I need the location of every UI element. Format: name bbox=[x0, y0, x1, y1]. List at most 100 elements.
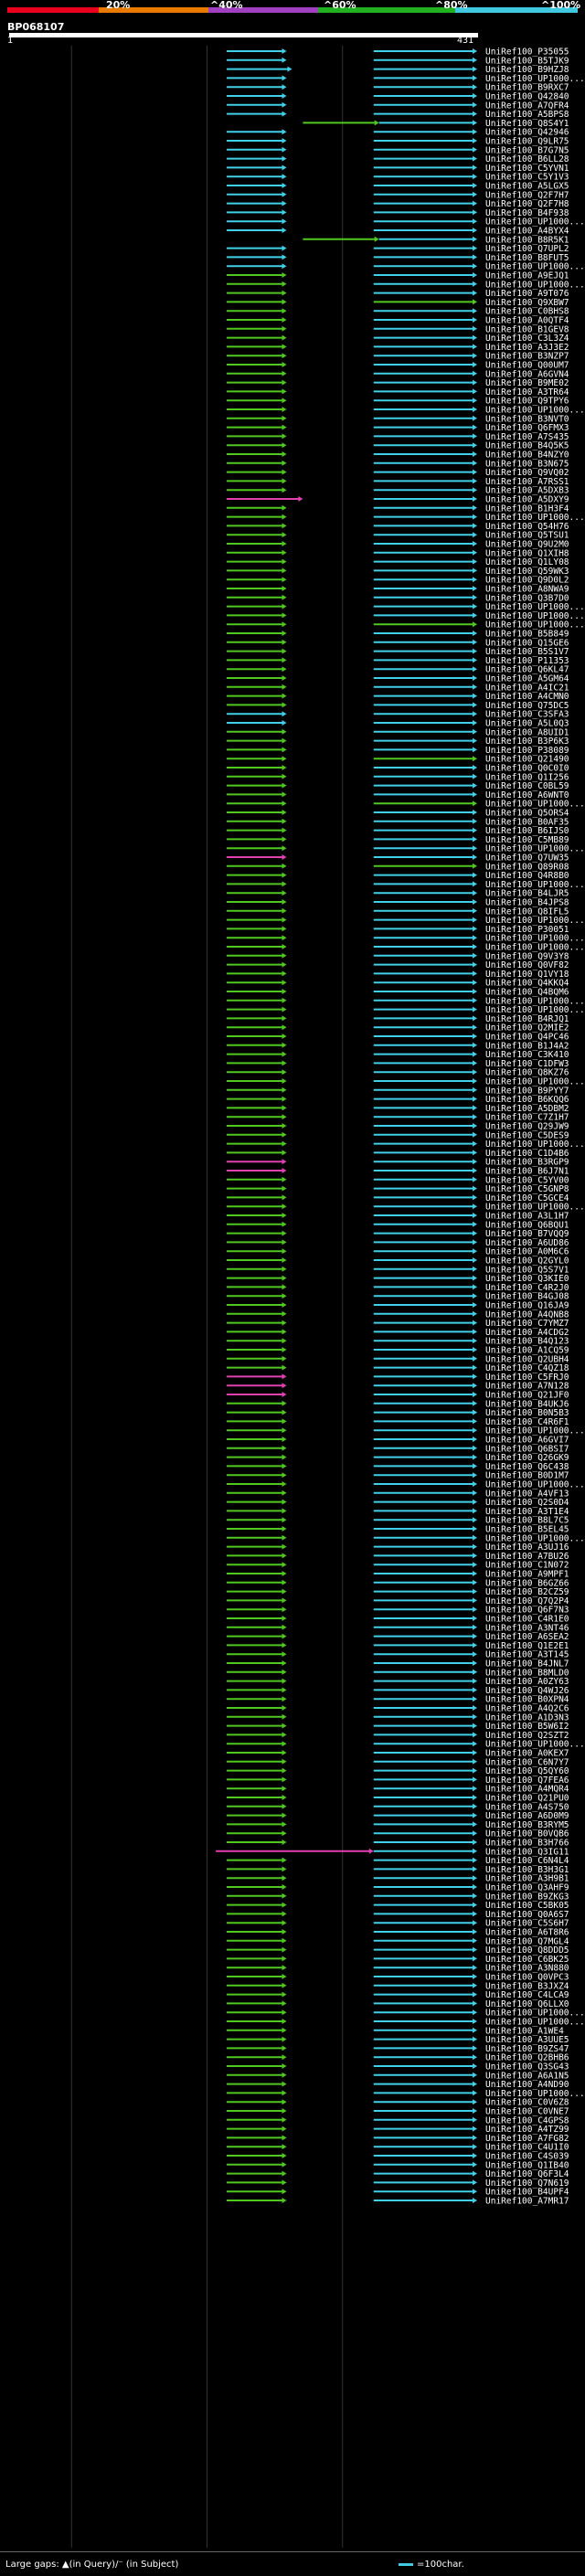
hit-label[interactable]: UniRef100_A6D0M9 bbox=[485, 1811, 569, 1821]
hit-label[interactable]: UniRef100_A8UID1 bbox=[485, 727, 569, 737]
hit-label[interactable]: UniRef100_A9MPF1 bbox=[485, 1570, 569, 1580]
hit-label[interactable]: UniRef100_Q1VY18 bbox=[485, 970, 569, 980]
hit-label[interactable]: UniRef100_B5S1V7 bbox=[485, 647, 569, 657]
hit-label[interactable]: UniRef100_C5S6H7 bbox=[485, 1919, 569, 1929]
hit-label[interactable]: UniRef100_A4CMN0 bbox=[485, 692, 569, 702]
hit-label[interactable]: UniRef100_A3J3E2 bbox=[485, 343, 569, 353]
hit-label[interactable]: UniRef100_Q5ORS4 bbox=[485, 809, 569, 819]
hit-label[interactable]: UniRef100_A4TZ99 bbox=[485, 2125, 569, 2135]
hit-label[interactable]: UniRef100_C6BK25 bbox=[485, 1955, 569, 1965]
hit-label[interactable]: UniRef100_Q6BSI7 bbox=[485, 1444, 569, 1454]
hit-label[interactable]: UniRef100_B5W6I2 bbox=[485, 1722, 569, 1732]
hit-label[interactable]: UniRef100_B3P6K3 bbox=[485, 737, 569, 747]
hit-label[interactable]: UniRef100_Q4PC46 bbox=[485, 1033, 569, 1043]
hit-label[interactable]: UniRef100_Q42946 bbox=[485, 128, 569, 138]
hit-label[interactable]: UniRef100_Q2F7H7 bbox=[485, 190, 569, 200]
hit-label[interactable]: UniRef100_A5LGX5 bbox=[485, 182, 569, 192]
hit-label[interactable]: UniRef100_A4IC21 bbox=[485, 683, 569, 693]
hit-label[interactable]: UniRef100_Q2BHB6 bbox=[485, 2053, 569, 2063]
hit-label[interactable]: UniRef100_UP1000... bbox=[485, 916, 585, 926]
hit-label[interactable]: UniRef100_B0VQB6 bbox=[485, 1829, 569, 1839]
hit-label[interactable]: UniRef100_A5DXY9 bbox=[485, 495, 569, 505]
hit-label[interactable]: UniRef100_C5Y1V3 bbox=[485, 173, 569, 183]
hit-label[interactable]: UniRef100_A4QNB8 bbox=[485, 1309, 569, 1320]
hit-label[interactable]: UniRef100_A7MR17 bbox=[485, 2197, 569, 2207]
hit-label[interactable]: UniRef100_Q6KL47 bbox=[485, 665, 569, 675]
hit-label[interactable]: UniRef100_Q1XIH8 bbox=[485, 548, 569, 558]
hit-label[interactable]: UniRef100_B6LL28 bbox=[485, 154, 569, 164]
hit-label[interactable]: UniRef100_A7S435 bbox=[485, 432, 569, 442]
hit-label[interactable]: UniRef100_Q1I256 bbox=[485, 772, 569, 782]
hit-label[interactable]: UniRef100_Q9XBW7 bbox=[485, 298, 569, 308]
hit-label[interactable]: UniRef100_Q00UM7 bbox=[485, 361, 569, 371]
hit-label[interactable]: UniRef100_Q4WJ26 bbox=[485, 1686, 569, 1696]
hit-label[interactable]: UniRef100_C5DES9 bbox=[485, 1130, 569, 1140]
hit-label[interactable]: UniRef100_C0BL59 bbox=[485, 781, 569, 791]
hit-label[interactable]: UniRef100_B5B849 bbox=[485, 630, 569, 640]
hit-label[interactable]: UniRef100_P35055 bbox=[485, 48, 569, 58]
hit-label[interactable]: UniRef100_Q6FMX3 bbox=[485, 423, 569, 433]
hit-label[interactable]: UniRef100_Q7FEA6 bbox=[485, 1776, 569, 1786]
hit-label[interactable]: UniRef100_A4BYX4 bbox=[485, 227, 569, 237]
hit-label[interactable]: UniRef100_B4LJR5 bbox=[485, 889, 569, 899]
hit-label[interactable]: UniRef100_B5EL45 bbox=[485, 1525, 569, 1535]
hit-label[interactable]: UniRef100_UP1000... bbox=[485, 1480, 585, 1490]
hit-label[interactable]: UniRef100_B9ME02 bbox=[485, 378, 569, 388]
hit-label[interactable]: UniRef100_A1D3N3 bbox=[485, 1712, 569, 1723]
hit-label[interactable]: UniRef100_C5GNP8 bbox=[485, 1184, 569, 1194]
hit-label[interactable]: UniRef100_B6J7N1 bbox=[485, 1167, 569, 1177]
hit-label[interactable]: UniRef100_C4U1I0 bbox=[485, 2143, 569, 2153]
hit-label[interactable]: UniRef100_C3L3Z4 bbox=[485, 334, 569, 344]
hit-label[interactable]: UniRef100_A3N880 bbox=[485, 1964, 569, 1974]
hit-label[interactable]: UniRef100_C0V6Z8 bbox=[485, 2098, 569, 2108]
hit-label[interactable]: UniRef100_C6N4L4 bbox=[485, 1856, 569, 1866]
hit-label[interactable]: UniRef100_B0N5B3 bbox=[485, 1408, 569, 1418]
hit-label[interactable]: UniRef100_Q21PU0 bbox=[485, 1794, 569, 1804]
hit-label[interactable]: UniRef100_C5YVN1 bbox=[485, 164, 569, 174]
hit-label[interactable]: UniRef100_Q7Q2P4 bbox=[485, 1596, 569, 1606]
hit-label[interactable]: UniRef100_A1WE4 bbox=[485, 2026, 564, 2036]
hit-label[interactable]: UniRef100_Q9LR75 bbox=[485, 137, 569, 147]
hit-label[interactable]: UniRef100_C5BK05 bbox=[485, 1901, 569, 1911]
hit-label[interactable]: UniRef100_A0ZY63 bbox=[485, 1677, 569, 1687]
hit-label[interactable]: UniRef100_C1DFW3 bbox=[485, 1059, 569, 1069]
hit-label[interactable]: UniRef100_Q9V3Y8 bbox=[485, 951, 569, 961]
hit-label[interactable]: UniRef100_A0M6C6 bbox=[485, 1247, 569, 1257]
hit-label[interactable]: UniRef100_Q59WK3 bbox=[485, 567, 569, 577]
hit-label[interactable]: UniRef100_C3SFA3 bbox=[485, 710, 569, 720]
hit-label[interactable]: UniRef100_A4ND90 bbox=[485, 2080, 569, 2090]
hit-label[interactable]: UniRef100_A5GM64 bbox=[485, 674, 569, 684]
hit-label[interactable]: UniRef100_UP1000... bbox=[485, 1077, 585, 1087]
hit-label[interactable]: UniRef100_A6T8R6 bbox=[485, 1928, 569, 1938]
hit-label[interactable]: UniRef100_A7RSS1 bbox=[485, 477, 569, 487]
hit-label[interactable]: UniRef100_UP1000... bbox=[485, 406, 585, 416]
hit-label[interactable]: UniRef100_B3N675 bbox=[485, 459, 569, 469]
hit-label[interactable]: UniRef100_B3JXZ4 bbox=[485, 1981, 569, 1991]
hit-label[interactable]: UniRef100_B9ZS47 bbox=[485, 2044, 569, 2054]
hit-label[interactable]: UniRef100_A8NWA9 bbox=[485, 585, 569, 595]
hit-label[interactable]: UniRef100_A3NT46 bbox=[485, 1623, 569, 1633]
hit-label[interactable]: UniRef100_C4QZ18 bbox=[485, 1363, 569, 1373]
hit-label[interactable]: UniRef100_A6A1N5 bbox=[485, 2071, 569, 2081]
hit-label[interactable]: UniRef100_Q3IG11 bbox=[485, 1847, 569, 1857]
hit-label[interactable]: UniRef100_B4F938 bbox=[485, 208, 569, 218]
hit-label[interactable]: UniRef100_B8MLD0 bbox=[485, 1668, 569, 1678]
hit-label[interactable]: UniRef100_Q2S0D4 bbox=[485, 1498, 569, 1508]
hit-label[interactable]: UniRef100_UP1000... bbox=[485, 800, 585, 810]
hit-label[interactable]: UniRef100_P30051 bbox=[485, 925, 569, 935]
hit-label[interactable]: UniRef100_UP1000... bbox=[485, 513, 585, 523]
hit-label[interactable]: UniRef100_Q26GK9 bbox=[485, 1453, 569, 1463]
hit-label[interactable]: UniRef100_C0BHS8 bbox=[485, 307, 569, 317]
hit-label[interactable]: UniRef100_UP1000... bbox=[485, 1005, 585, 1015]
hit-label[interactable]: UniRef100_A7BU26 bbox=[485, 1552, 569, 1562]
hit-label[interactable]: UniRef100_Q2SZT2 bbox=[485, 1731, 569, 1741]
hit-label[interactable]: UniRef100_A5L0Q3 bbox=[485, 719, 569, 729]
hit-label[interactable]: UniRef100_Q9VQ02 bbox=[485, 468, 569, 478]
hit-label[interactable]: UniRef100_C5FRJ0 bbox=[485, 1373, 569, 1383]
hit-label[interactable]: UniRef100_UP1000... bbox=[485, 943, 585, 953]
hit-label[interactable]: UniRef100_B4JNL7 bbox=[485, 1659, 569, 1670]
hit-label[interactable]: UniRef100_Q2MIE2 bbox=[485, 1023, 569, 1034]
hit-label[interactable]: UniRef100_UP1000... bbox=[485, 880, 585, 890]
hit-label[interactable]: UniRef100_A7N128 bbox=[485, 1382, 569, 1392]
hit-label[interactable]: UniRef100_A3T145 bbox=[485, 1650, 569, 1660]
